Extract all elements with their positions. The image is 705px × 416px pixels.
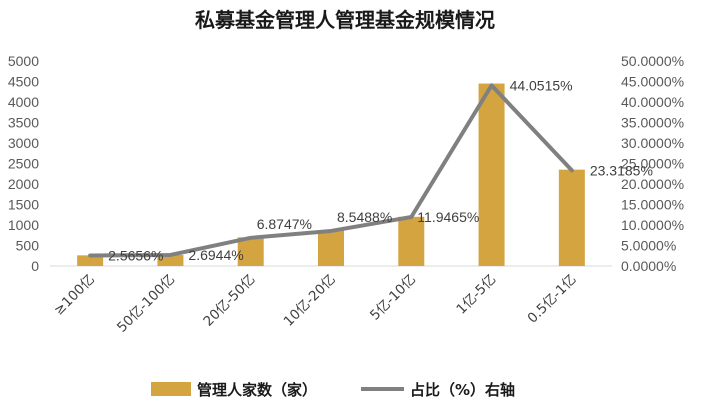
bar [237,237,264,266]
category-label: 10亿-20亿 [281,272,339,330]
category-label: 0.5亿-1亿 [525,272,580,327]
line-data-label: 6.8747% [257,216,312,232]
category-label: 1亿-5亿 [453,272,499,318]
chart-title: 私募基金管理人管理基金规模情况 [195,8,495,32]
right-axis: 0.0000% 5.0000% 10.0000% 15.0000% 20.0000% 25… [621,53,684,274]
left-axis-tick-label: 2500 [8,156,39,172]
bar [77,255,104,266]
line-series [88,83,574,258]
bar [478,83,505,266]
legend: 管理人家数（家） 占比（%）右轴 [151,381,515,399]
line-data-label: 8.5488% [337,209,392,225]
bar [157,254,184,266]
bar [558,169,585,266]
line-data-label: 11.9465% [417,209,479,225]
category-label: 20亿-50亿 [200,272,258,330]
left-axis-tick-label: 500 [16,238,40,254]
line-series-path [88,83,574,258]
line-data-label: 23.3185% [590,162,653,178]
right-axis-tick-label: 45.0000% [621,74,684,90]
legend-line-label: 占比（%）右轴 [410,381,515,399]
right-axis-tick-label: 0.0000% [621,258,676,274]
left-axis-tick-label: 1000 [8,217,39,233]
left-axis: 0 500 1000 1500 2000 2500 3000 3500 4000 4500 5000 [8,53,39,274]
left-axis-tick-label: 0 [31,258,39,274]
category-label: ≥100亿 [51,272,98,319]
category-label: 5亿-10亿 [367,272,419,324]
line-data-label: 2.6944% [188,247,243,263]
line-data-label: 44.0515% [510,77,573,93]
right-axis-tick-label: 20.0000% [621,176,684,192]
category-labels: ≥100亿 50亿-100亿 20亿-50亿 10亿-20亿 5亿-10亿 1亿-5亿 0.… [51,272,580,336]
legend-bar-swatch [151,382,191,396]
left-axis-tick-label: 2000 [8,176,39,192]
bars [77,83,585,266]
right-axis-tick-label: 35.0000% [621,115,684,131]
bar [398,216,425,266]
left-axis-tick-label: 3500 [8,115,39,131]
left-axis-tick-label: 4000 [8,94,39,110]
category-label: 50亿-100亿 [114,272,178,336]
bar [318,230,344,266]
left-axis-tick-label: 4500 [8,74,39,90]
legend-bar-label: 管理人家数（家） [197,381,317,399]
right-axis-tick-label: 50.0000% [621,53,684,69]
line-labels: 2.5656% 2.6944% 6.8747% 8.5488% 11.9465% 44.0… [108,77,653,263]
left-axis-tick-label: 5000 [8,53,39,69]
right-axis-tick-label: 40.0000% [621,94,684,110]
right-axis-tick-label: 15.0000% [621,197,684,213]
line-data-label: 2.5656% [108,247,163,263]
left-axis-tick-label: 3000 [8,135,39,151]
left-axis-tick-label: 1500 [8,197,39,213]
right-axis-tick-label: 25.0000% [621,156,684,172]
right-axis-tick-label: 10.0000% [621,217,684,233]
right-axis-tick-label: 5.0000% [621,238,676,254]
right-axis-tick-label: 30.0000% [621,135,684,151]
